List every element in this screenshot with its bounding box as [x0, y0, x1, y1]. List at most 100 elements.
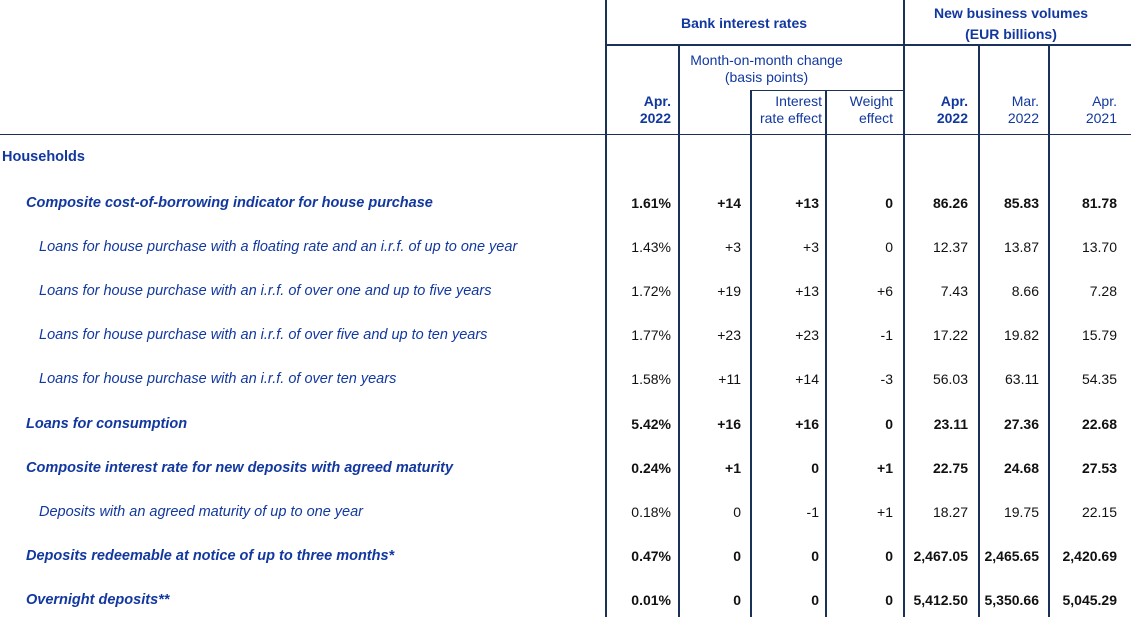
column-header-weight-effect: Weight effect	[825, 93, 903, 127]
column-header-line: 2022	[1007, 110, 1039, 126]
table-border-vertical	[605, 0, 607, 617]
column-header-line: Weight	[849, 93, 893, 109]
cell-interest-rate-effect: +23	[795, 327, 819, 344]
cell-volume-apr-2022: 12.37	[932, 239, 968, 256]
cell-volume-apr-2021: 5,045.29	[1062, 591, 1118, 608]
cell-mom-change: +16	[717, 415, 741, 432]
table-row: Loans for house purchase with an i.r.f. …	[0, 313, 1131, 357]
cell-volume-mar-2022: 63.11	[1005, 371, 1039, 388]
cell-volume-apr-2021: 2,420.69	[1062, 547, 1118, 564]
section-label: Households	[2, 149, 85, 165]
row-label: Composite interest rate for new deposits…	[26, 459, 454, 476]
cell-rate-apr-2022: 0.47%	[631, 547, 671, 564]
table-row: Deposits redeemable at notice of up to t…	[0, 534, 1131, 578]
cell-weight-effect: 0	[885, 239, 893, 256]
row-label: Loans for house purchase with a floating…	[39, 239, 518, 256]
table-row: Composite interest rate for new deposits…	[0, 446, 1131, 490]
column-header-rate-apr-2022: Apr. 2022	[605, 93, 678, 127]
column-header-line: Mar.	[1011, 93, 1039, 109]
month-on-month-line2: (basis points)	[724, 69, 809, 85]
table-border-horizontal	[605, 44, 1131, 46]
column-header-line: 2022	[639, 110, 671, 126]
cell-mom-change: 0	[733, 591, 741, 608]
column-header-volume-apr-2022: Apr. 2022	[903, 93, 978, 127]
cell-mom-change: 0	[733, 547, 741, 564]
table-row: Deposits with an agreed maturity of up t…	[0, 490, 1131, 534]
cell-volume-apr-2022: 18.27	[932, 503, 968, 520]
table-row: Loans for consumption 5.42% +16 +16 0 23…	[0, 402, 1131, 446]
cell-rate-apr-2022: 0.01%	[631, 591, 671, 608]
cell-volume-mar-2022: 24.68	[1003, 459, 1039, 476]
cell-volume-apr-2022: 17.22	[932, 327, 968, 344]
table-border-vertical	[825, 90, 827, 617]
cell-volume-mar-2022: 19.75	[1003, 503, 1039, 520]
column-header-line: Apr.	[643, 93, 671, 109]
cell-interest-rate-effect: 0	[811, 591, 819, 608]
column-header-interest-rate-effect: Interest rate effect	[750, 93, 825, 127]
cell-weight-effect: +1	[877, 459, 893, 476]
cell-weight-effect: 0	[885, 415, 893, 432]
table-border-vertical	[978, 45, 980, 617]
cell-weight-effect: 0	[885, 591, 893, 608]
row-label: Overnight deposits**	[26, 591, 170, 608]
column-header-line: 2021	[1085, 110, 1117, 126]
bank-interest-rates-header: Bank interest rates	[680, 15, 808, 31]
cell-weight-effect: -1	[880, 327, 893, 344]
table-row: Overnight deposits** 0.01% 0 0 0 5,412.5…	[0, 578, 1131, 622]
cell-volume-mar-2022: 19.82	[1003, 327, 1039, 344]
cell-volume-mar-2022: 8.66	[1011, 283, 1039, 300]
table-row: Loans for house purchase with an i.r.f. …	[0, 357, 1131, 401]
column-header-line: Apr.	[1092, 93, 1117, 109]
cell-mom-change: +1	[725, 459, 741, 476]
cell-interest-rate-effect: +16	[795, 415, 819, 432]
cell-mom-change: +19	[717, 283, 741, 300]
cell-rate-apr-2022: 1.77%	[631, 327, 671, 344]
cell-weight-effect: -3	[880, 371, 893, 388]
row-label: Deposits redeemable at notice of up to t…	[26, 547, 395, 564]
cell-interest-rate-effect: 0	[811, 547, 819, 564]
cell-interest-rate-effect: +3	[803, 239, 819, 256]
cell-weight-effect: 0	[885, 547, 893, 564]
row-label: Deposits with an agreed maturity of up t…	[39, 503, 364, 520]
table-row: Loans for house purchase with a floating…	[0, 225, 1131, 269]
row-label: Loans for house purchase with an i.r.f. …	[39, 283, 492, 300]
cell-volume-mar-2022: 85.83	[1003, 195, 1039, 211]
cell-volume-apr-2022: 5,412.50	[913, 591, 969, 608]
cell-mom-change: +23	[717, 327, 741, 344]
cell-volume-apr-2021: 81.78	[1081, 195, 1117, 211]
cell-rate-apr-2022: 5.42%	[631, 415, 671, 432]
cell-volume-apr-2021: 15.79	[1081, 327, 1117, 344]
cell-volume-apr-2021: 22.15	[1081, 503, 1117, 520]
column-header-line: Apr.	[940, 93, 968, 109]
cell-weight-effect: 0	[885, 195, 893, 211]
cell-mom-change: +14	[717, 195, 741, 211]
row-label: Composite cost-of-borrowing indicator fo…	[26, 195, 433, 211]
table-border-vertical	[1048, 45, 1050, 617]
column-header-line: rate effect	[759, 110, 822, 126]
cell-mom-change: +11	[718, 371, 741, 388]
cell-interest-rate-effect: -1	[806, 503, 819, 520]
column-header-volume-apr-2021: Apr. 2021	[1048, 93, 1131, 127]
cell-rate-apr-2022: 1.58%	[631, 371, 671, 388]
cell-interest-rate-effect: +14	[795, 371, 819, 388]
cell-volume-apr-2022: 7.43	[940, 283, 968, 300]
cell-volume-apr-2022: 86.26	[932, 195, 968, 211]
cell-mom-change: 0	[733, 503, 741, 520]
table-border-vertical	[903, 0, 905, 617]
cell-volume-apr-2021: 27.53	[1081, 459, 1117, 476]
table-section-row: Households	[0, 134, 1131, 181]
cell-volume-mar-2022: 27.36	[1003, 415, 1039, 432]
cell-rate-apr-2022: 0.24%	[631, 459, 671, 476]
month-on-month-line1: Month-on-month change	[690, 52, 843, 68]
cell-volume-mar-2022: 5,350.66	[984, 591, 1040, 608]
month-on-month-change-header: Month-on-month change (basis points)	[678, 52, 903, 86]
table-border-vertical	[678, 45, 680, 617]
table-row: Composite cost-of-borrowing indicator fo…	[0, 181, 1131, 225]
cell-rate-apr-2022: 1.43%	[631, 239, 671, 256]
column-header-line: 2022	[936, 110, 968, 126]
cell-volume-apr-2022: 22.75	[932, 459, 968, 476]
cell-volume-apr-2021: 54.35	[1081, 371, 1117, 388]
cell-volume-mar-2022: 13.87	[1003, 239, 1039, 256]
table-border-vertical	[750, 90, 752, 617]
